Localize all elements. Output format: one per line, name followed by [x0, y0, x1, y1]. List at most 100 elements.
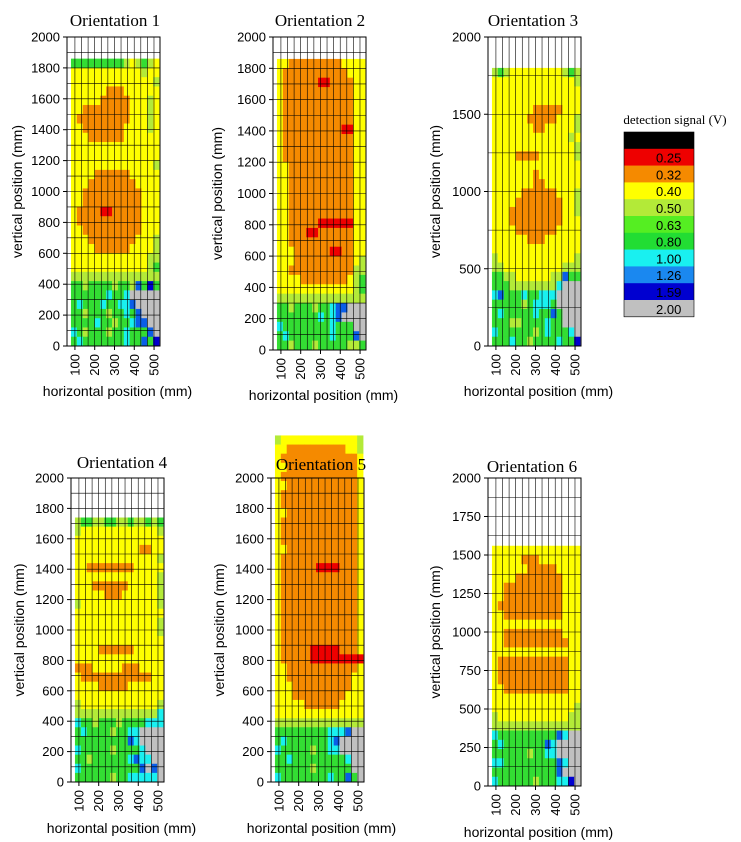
heatmap-cell	[282, 180, 290, 191]
heatmap-cell	[509, 702, 516, 713]
heatmap-cell	[112, 206, 119, 217]
heatmap-cell	[347, 256, 354, 266]
heatmap-cell	[300, 246, 307, 257]
heatmap-cell	[304, 453, 311, 464]
heatmap-cell	[141, 95, 148, 106]
heatmap-cell	[341, 199, 348, 210]
heatmap-cell	[521, 114, 528, 124]
heatmap-cell	[139, 699, 146, 710]
heatmap-cell	[562, 582, 569, 593]
heatmap-cell	[112, 104, 119, 115]
heatmap-cell	[129, 77, 136, 87]
heatmap-cell	[544, 188, 552, 199]
heatmap-cell	[339, 608, 346, 619]
heatmap-cell	[497, 253, 505, 263]
heatmap-cell	[497, 776, 505, 787]
heatmap-cell	[141, 104, 148, 115]
heatmap-cell	[116, 763, 123, 774]
heatmap-cell	[562, 693, 569, 704]
heatmap-cell	[318, 312, 325, 323]
heatmap-cell	[116, 544, 123, 555]
heatmap-cell	[147, 67, 154, 78]
heatmap-cell	[333, 481, 340, 491]
heatmap-cell	[133, 599, 140, 610]
heatmap-cell	[298, 471, 305, 482]
heatmap-cell	[318, 105, 325, 116]
heatmap-cell	[157, 617, 164, 628]
heatmap-cell	[318, 256, 325, 266]
heatmap-cell	[294, 134, 301, 144]
heatmap-cell	[312, 152, 319, 163]
heatmap-cell	[304, 535, 311, 546]
heatmap-cell	[515, 160, 522, 171]
heatmap-cell	[157, 572, 164, 582]
heatmap-cell	[153, 151, 160, 161]
heatmap-cell	[533, 739, 540, 750]
heatmap-cell	[92, 754, 99, 765]
heatmap-cell	[286, 608, 293, 619]
heatmap-cell	[82, 262, 89, 273]
heatmap-cell	[282, 237, 290, 248]
heatmap-cell	[151, 645, 158, 655]
heatmap-cell	[92, 554, 99, 564]
heatmap-cell	[147, 160, 154, 171]
heatmap-cell	[333, 444, 340, 455]
heatmap-cell	[110, 709, 117, 719]
panel-5: 0200400600800100012001400160018002000100…	[211, 435, 396, 836]
heatmap-cell	[568, 216, 575, 226]
heatmap-cell	[112, 253, 119, 263]
heatmap-cell	[282, 293, 290, 304]
heatmap-cell	[86, 581, 93, 591]
heatmap-cell	[550, 582, 557, 593]
heatmap-cell	[312, 265, 319, 276]
heatmap-cell	[288, 105, 295, 116]
heatmap-cell	[550, 151, 557, 161]
heatmap-cell	[521, 123, 528, 134]
heatmap-cell	[527, 86, 534, 97]
heatmap-cell	[550, 730, 557, 741]
heatmap-cell	[491, 675, 499, 685]
heatmap-cell	[333, 599, 340, 610]
heatmap-cell	[153, 197, 160, 208]
heatmap-cell	[280, 526, 288, 537]
heatmap-cell	[104, 672, 111, 683]
x-tick-label: 500	[568, 794, 583, 816]
heatmap-cell	[497, 573, 505, 584]
heatmap-cell	[82, 281, 89, 291]
heatmap-cell	[292, 490, 299, 500]
legend-label: 0.32	[656, 167, 681, 182]
heatmap-cell	[294, 227, 301, 238]
heatmap-cell	[527, 123, 534, 134]
heatmap-cell	[318, 96, 325, 107]
heatmap-cell	[353, 152, 360, 163]
heatmap-cell	[503, 684, 510, 694]
heatmap-cell	[544, 776, 552, 787]
heatmap-cell	[527, 327, 534, 338]
heatmap-cell	[127, 599, 135, 610]
heatmap-cell	[321, 435, 329, 445]
heatmap-cell	[339, 727, 346, 737]
heatmap-cell	[497, 721, 505, 731]
heatmap-cell	[341, 152, 348, 163]
heatmap-cell	[327, 481, 335, 491]
heatmap-cell	[316, 435, 323, 445]
heatmap-cell	[556, 555, 563, 565]
heatmap-cell	[515, 647, 522, 658]
heatmap-cell	[533, 591, 540, 602]
heatmap-cell	[292, 709, 299, 719]
heatmap-cell	[123, 327, 131, 338]
heatmap-cell	[515, 628, 522, 639]
heatmap-cell	[574, 610, 581, 621]
heatmap-cell	[76, 299, 84, 310]
x-axis-title: horizontal position (mm)	[464, 824, 613, 840]
heatmap-cell	[274, 699, 282, 710]
heatmap-cell	[304, 663, 311, 673]
heatmap-cell	[341, 143, 348, 154]
heatmap-cell	[94, 95, 101, 106]
heatmap-cell	[282, 96, 290, 107]
heatmap-cell	[147, 197, 154, 208]
heatmap-cell	[127, 535, 135, 546]
heatmap-cell	[294, 105, 301, 116]
heatmap-cell	[292, 508, 299, 518]
heatmap-cell	[329, 265, 337, 276]
